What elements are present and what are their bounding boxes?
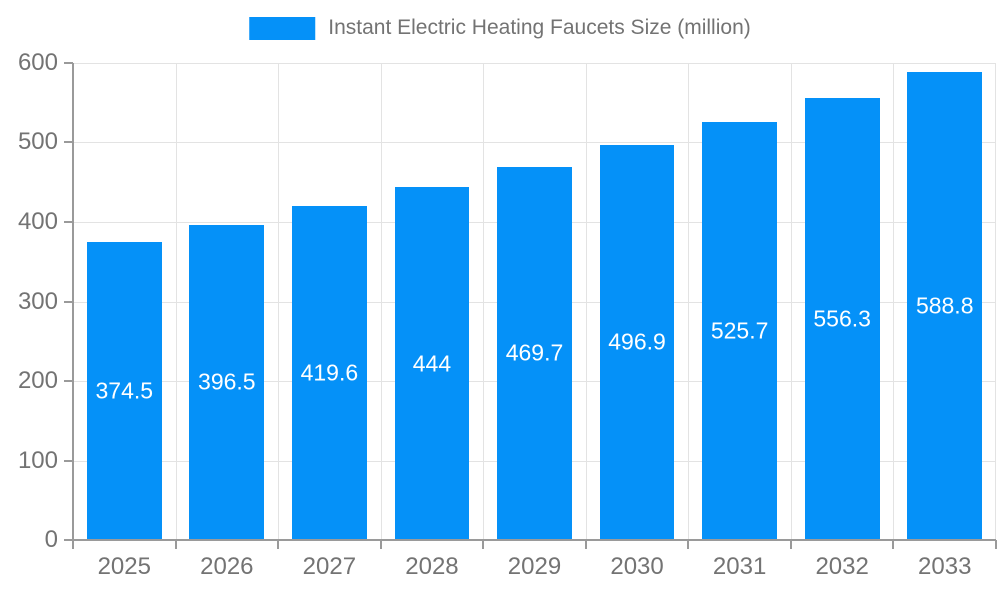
legend[interactable]: Instant Electric Heating Faucets Size (m… xyxy=(249,16,751,40)
gridline-vertical xyxy=(380,63,382,540)
gridline-vertical xyxy=(585,63,587,540)
bar-2031[interactable] xyxy=(702,122,778,540)
x-tick-label: 2026 xyxy=(200,553,254,580)
x-tick-mark xyxy=(789,540,792,549)
y-tick-mark xyxy=(64,539,73,541)
x-tick-label: 2031 xyxy=(712,553,767,580)
x-axis-line xyxy=(64,539,996,541)
x-tick-label: 2025 xyxy=(97,553,151,580)
bar-2030[interactable] xyxy=(599,144,675,540)
gridline-vertical xyxy=(175,63,177,540)
gridline-vertical xyxy=(688,63,690,540)
y-tick-mark xyxy=(64,379,73,382)
bar-2029[interactable] xyxy=(497,166,572,540)
bar-2033[interactable] xyxy=(907,71,983,540)
y-tick-label: 200 xyxy=(17,366,58,394)
x-tick-mark xyxy=(995,540,997,549)
y-tick-mark xyxy=(64,459,73,462)
bar-2027[interactable] xyxy=(291,206,367,540)
gridline-vertical xyxy=(995,63,996,540)
bar-2026[interactable] xyxy=(189,224,265,540)
y-tick-label: 300 xyxy=(17,287,58,315)
gridline-horizontal xyxy=(73,142,996,144)
gridline-vertical xyxy=(893,63,895,540)
x-tick-mark xyxy=(379,540,382,549)
y-tick-mark xyxy=(64,141,73,144)
x-tick-label: 2027 xyxy=(302,553,357,580)
x-tick-label: 2033 xyxy=(918,553,972,580)
plot-area: 374.5 396.5 419.6 444 469.7 496.9 525.7 556.3 58… xyxy=(18,49,997,580)
gridline-vertical xyxy=(790,63,792,540)
x-tick-mark xyxy=(174,540,177,549)
x-tick-mark xyxy=(482,540,485,549)
y-tick-label: 500 xyxy=(17,128,58,156)
y-axis-line xyxy=(72,63,74,549)
x-tick-mark xyxy=(584,540,587,549)
bar-2028[interactable] xyxy=(394,187,470,540)
bar-2025[interactable] xyxy=(86,242,162,540)
y-tick-label: 600 xyxy=(17,49,58,76)
y-tick-mark xyxy=(64,62,73,64)
x-tick-mark xyxy=(687,540,690,549)
y-tick-mark xyxy=(64,220,73,223)
legend-label: Instant Electric Heating Faucets Size (m… xyxy=(328,16,751,39)
bar-2032[interactable] xyxy=(804,97,880,540)
y-tick-label: 400 xyxy=(17,207,58,235)
x-tick-label: 2030 xyxy=(610,553,664,580)
y-tick-mark xyxy=(64,300,73,303)
x-tick-mark xyxy=(892,540,895,549)
y-tick-label: 0 xyxy=(44,526,58,553)
x-tick-label: 2032 xyxy=(815,553,869,580)
y-tick-label: 100 xyxy=(17,446,58,474)
gridline-vertical xyxy=(483,63,485,540)
x-tick-label: 2028 xyxy=(405,553,459,580)
gridline-horizontal xyxy=(73,63,996,64)
legend-swatch-icon xyxy=(249,16,316,40)
gridline-vertical xyxy=(278,63,280,540)
x-tick-mark xyxy=(277,540,280,549)
x-tick-mark xyxy=(72,540,74,549)
x-tick-label: 2029 xyxy=(507,553,562,580)
